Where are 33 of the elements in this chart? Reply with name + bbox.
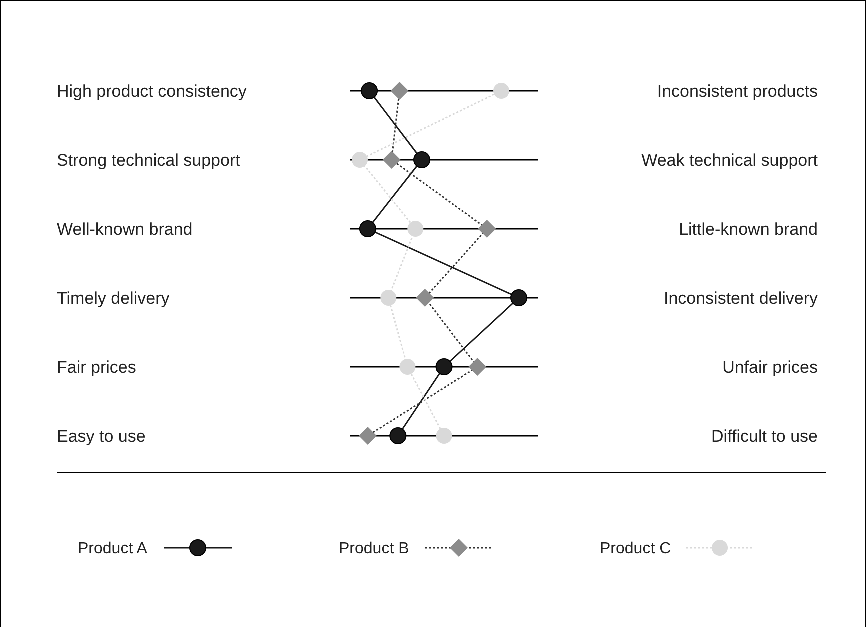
y2-tick-label: Unfair prices: [722, 358, 818, 377]
y2-tick-label: Little-known brand: [679, 220, 818, 239]
point: [436, 428, 452, 444]
point: [352, 152, 368, 168]
point: [494, 83, 510, 99]
point: [382, 151, 401, 169]
point: [408, 221, 424, 237]
y2-tick-label: Inconsistent products: [657, 82, 818, 101]
point: [359, 220, 376, 238]
y2-tick-label: Weak technical support: [642, 150, 818, 170]
point: [468, 358, 487, 376]
y-tick-label: Strong technical support: [57, 150, 241, 170]
point: [510, 290, 528, 306]
point: [416, 289, 434, 307]
point: [414, 152, 431, 168]
point: [478, 220, 496, 238]
y-tick-label: Easy to use: [57, 426, 146, 446]
y-tick-label: Timely delivery: [57, 288, 170, 308]
legend-label: Product C: [600, 540, 672, 558]
legend-label: Product B: [339, 540, 410, 558]
y-tick-label: High product consistency: [57, 82, 248, 101]
point: [361, 82, 378, 100]
y2-tick-label: Difficult to use: [712, 426, 818, 446]
point: [436, 358, 453, 376]
y-tick-label: Well-known brand: [57, 220, 193, 239]
y-tick-label: Fair prices: [57, 358, 136, 377]
y2-tick-label: Inconsistent delivery: [664, 288, 818, 308]
point: [390, 428, 407, 444]
legend-label: Product A: [78, 540, 148, 558]
point: [390, 82, 409, 100]
point: [380, 290, 397, 306]
point: [358, 427, 377, 445]
point: [400, 359, 416, 375]
